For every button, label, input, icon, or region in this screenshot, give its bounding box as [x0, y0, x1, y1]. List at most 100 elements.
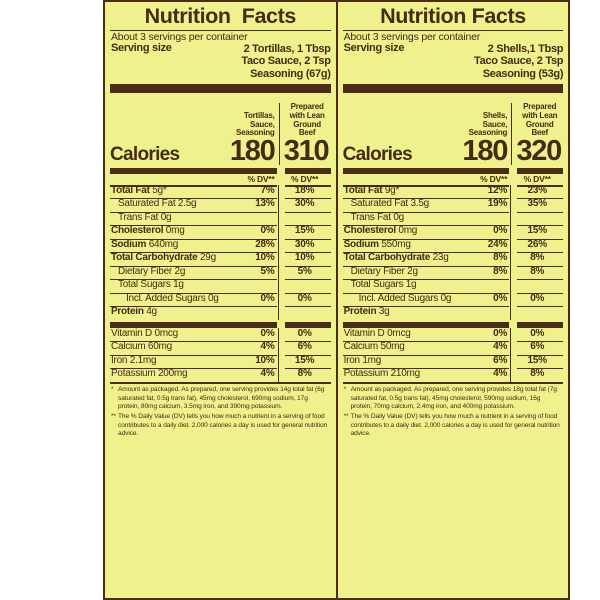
vitamin-name: Iron 2.1mg: [110, 355, 219, 368]
rule-segment-right: [284, 354, 331, 356]
nutrient-dv-as-prepared: 26%: [527, 238, 548, 250]
calories-label: Calories: [342, 143, 413, 165]
table-row: Cholesterol 0mg 0% 15%: [110, 225, 331, 239]
rule-segment-left: [342, 292, 510, 294]
serving-size-value: 2 Shells,1 Tbsp Taco Sauce, 2 Tsp Seasonin…: [473, 42, 564, 81]
rule-segment-right: [284, 292, 331, 294]
column-divider: [277, 211, 279, 226]
rule-segment-left: [110, 368, 277, 370]
rule-segment-right: [517, 238, 564, 240]
nutrient-amount: 2g: [174, 265, 186, 277]
nutrient-amount: 640mg: [148, 238, 179, 250]
vitamin-label: Iron: [343, 354, 360, 366]
vitamin-amount: 210mg: [390, 368, 421, 380]
shells-panel: Nutrition Facts About 3 servings per cont…: [336, 0, 571, 600]
serving-size-value: 2 Tortillas, 1 Tbsp Taco Sauce, 2 Tsp Seas…: [241, 42, 331, 81]
nutrient-dv-as-packaged: [451, 218, 511, 220]
table-row: Vitamin D 0mcg 0% 0%: [343, 327, 564, 342]
rule-segment-left: [342, 225, 510, 227]
nutrient-name: Cholesterol 0mg: [110, 225, 219, 238]
nutrient-dv-as-prepared: 30%: [294, 238, 315, 250]
nutrient-name: Protein 4g: [110, 306, 219, 319]
nutrient-dv-as-packaged: [219, 218, 279, 220]
rule-segment-left: [342, 306, 510, 308]
rule-segment-left: [342, 368, 510, 370]
nutrient-label: Total Sugars: [350, 279, 404, 291]
table-row: Dietary Fiber 2g 8% 8%: [343, 265, 564, 280]
nutrient-dv-as-prepared: 5%: [297, 265, 312, 277]
rule-segment-right: [284, 265, 331, 267]
calories-value-as-packaged: 180: [229, 135, 276, 168]
title-rule: [110, 29, 331, 31]
vitamins-table: Vitamin D 0mcg 0% 0% Calcium 60mg 4% 6% Iron 2…: [110, 327, 331, 382]
nutrient-name: Cholesterol 0mg: [343, 225, 452, 238]
column-divider: [510, 292, 512, 307]
calories-bar-left: [342, 167, 510, 174]
vitamins-separator-bars: [110, 321, 331, 328]
column-headers-row: Shells, Sauce, Seasoning Prepared with Lean G…: [343, 93, 564, 140]
calories-value-as-prepared: 310: [278, 137, 331, 166]
nutrient-dv-as-prepared: 15%: [527, 225, 548, 237]
nutrient-label: Trans Fat: [350, 211, 391, 223]
rule-segment-right: [517, 279, 564, 281]
rule-segment-right: [284, 252, 331, 254]
table-row: Saturated Fat 3.5g 19% 35%: [343, 198, 564, 212]
serving-size-label: Serving size: [343, 41, 405, 54]
table-row: Iron 1mg 6% 15%: [343, 354, 564, 369]
nutrient-amount: 0g: [207, 292, 219, 304]
vitamin-dv-as-prepared: 8%: [530, 368, 545, 380]
calories-value-as-packaged: 180: [462, 135, 508, 168]
column-divider: [277, 354, 279, 369]
table-row: Protein 4g: [110, 306, 331, 320]
nutrient-name: Total Fat 9g*: [343, 185, 452, 198]
vitamins-separator-bars: [342, 321, 564, 328]
calories-value-as-prepared: 320: [511, 137, 563, 166]
table-row: Protein 3g: [343, 306, 564, 320]
footnote-marker: *: [111, 385, 114, 393]
rule-segment-right: [517, 265, 564, 267]
calories-bar-right: [517, 167, 564, 174]
nutrient-dv-as-prepared: 15%: [294, 225, 315, 237]
rule-segment-left: [110, 184, 277, 187]
vitamins-table: Vitamin D 0mcg 0% 0% Calcium 50mg 4% 6% Iron 1…: [342, 327, 564, 382]
nutrient-dv-as-prepared: 0%: [297, 292, 312, 304]
nutrient-label: Dietary Fiber: [350, 265, 405, 277]
rule-segment-right: [517, 292, 564, 294]
nutrient-label: Total Fat: [343, 184, 383, 196]
rule-segment-left: [110, 306, 277, 308]
tortillas-panel: Nutrition Facts About 3 servings per cont…: [103, 0, 337, 600]
nutrient-label: Dietary Fiber: [118, 265, 172, 277]
nutrient-label: Total Fat: [111, 184, 150, 196]
table-row: Incl. Added Sugars 0g 0% 0%: [110, 292, 331, 307]
column-divider: [277, 327, 279, 342]
footnote-text: Amount as packaged. As prepared, one ser…: [350, 385, 557, 411]
nutrient-dv-as-packaged: [219, 312, 279, 314]
vitamin-dv-as-packaged: 4%: [493, 368, 508, 380]
vitamin-amount: 200mg: [157, 368, 188, 380]
nutrients-table: Total Fat 9g* 12% 23% Saturated Fat 3.5g 19%…: [342, 184, 564, 320]
vitamin-label: Vitamin D: [111, 327, 152, 339]
footnote-item: * Amount as packaged. As prepared, one se…: [111, 386, 330, 412]
footnote-item: ** The % Daily Value (DV) tells you how m…: [344, 413, 563, 439]
column-divider: [277, 306, 279, 320]
rule-segment-right: [517, 341, 564, 343]
rule-segment-right: [517, 306, 564, 308]
column-header-as-prepared: Prepared with Lean Ground Beef: [511, 102, 563, 140]
nutrient-label: Incl. Added Sugars: [126, 292, 206, 304]
column-divider: [277, 341, 279, 355]
rule-segment-right: [517, 252, 564, 254]
nutrition-facts-title: Nutrition Facts: [144, 4, 297, 28]
column-divider: [510, 265, 512, 280]
nutrition-facts-title: Nutrition Facts: [380, 4, 526, 28]
panel-bottom-spacer: [343, 441, 564, 598]
footnotes: * Amount as packaged. As prepared, one se…: [110, 384, 331, 441]
title-rule: [342, 29, 564, 31]
vitamin-dv-as-prepared: 6%: [297, 341, 312, 353]
calories-bar-left: [110, 167, 277, 174]
vitamin-dv-as-packaged: 4%: [260, 368, 275, 380]
serving-size-label: Serving size: [111, 41, 172, 54]
calories-separator-bars: [342, 167, 564, 174]
daily-value-header-row: % DV** % DV**: [110, 174, 331, 185]
vitamin-dv-as-packaged: 4%: [260, 341, 275, 353]
nutrient-amount: 5g*: [152, 184, 167, 196]
